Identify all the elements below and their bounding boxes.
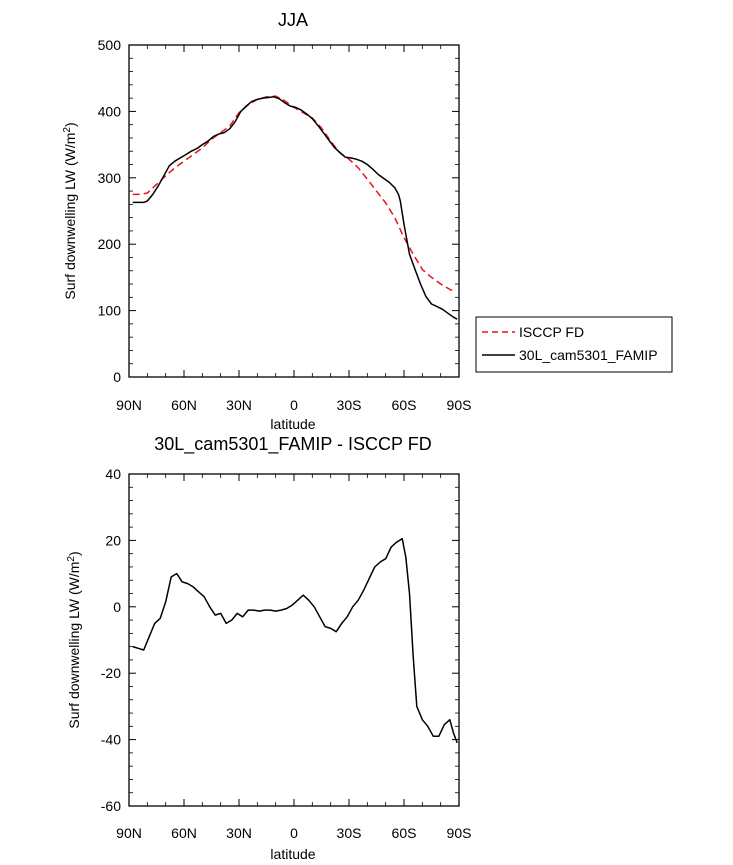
legend-box — [475, 316, 673, 373]
top-y-ticks: 0 100 200 300 400 500 — [98, 37, 459, 385]
top-panel: JJA 0 100 200 300 400 500 90N 60N 30N 0 30S 60S 90S… — [62, 10, 673, 432]
top-y-axis-label: Surf downwelling LW (W/m2) — [62, 122, 78, 299]
bottom-series-line-difference — [132, 537, 458, 744]
legend: ISCCP FD 30L_cam5301_FAMIP — [475, 316, 673, 373]
bottom-plot-frame — [128, 473, 460, 807]
top-series-line-isccp-fd — [132, 95, 456, 293]
bottom-x-tick-label: 60N — [171, 825, 197, 841]
bottom-x-axis-label: latitude — [270, 846, 315, 862]
bottom-y-tick-label: 0 — [113, 599, 121, 615]
top-x-tick-label: 0 — [290, 397, 298, 413]
bottom-x-tick-label: 90S — [447, 825, 472, 841]
top-series-line-30l-cam5301-famip — [132, 96, 458, 320]
bottom-y-ticks: -60 -40 -20 0 20 40 — [101, 466, 459, 814]
top-x-axis-label: latitude — [270, 416, 315, 432]
top-y-tick-label: 200 — [98, 236, 122, 252]
legend-label-isccp: ISCCP FD — [519, 324, 584, 340]
bottom-y-tick-label: -40 — [101, 732, 121, 748]
legend-label-cam: 30L_cam5301_FAMIP — [519, 347, 658, 363]
top-series-lines — [132, 95, 458, 320]
bottom-x-tick-label: 30S — [337, 825, 362, 841]
bottom-x-tick-label: 60S — [392, 825, 417, 841]
bottom-y-tick-label: -20 — [101, 665, 121, 681]
top-y-tick-label: 400 — [98, 103, 122, 119]
top-chart-title: JJA — [278, 10, 308, 30]
top-x-tick-label: 30S — [337, 397, 362, 413]
bottom-x-tick-label: 90N — [116, 825, 142, 841]
top-x-ticks: 90N 60N 30N 0 30S 60S 90S — [116, 45, 471, 413]
bottom-y-tick-label: -60 — [101, 798, 121, 814]
bottom-x-ticks: 90N 60N 30N 0 30S 60S 90S — [116, 474, 471, 841]
top-y-tick-label: 500 — [98, 37, 122, 53]
top-y-tick-label: 100 — [98, 303, 122, 319]
bottom-chart-title: 30L_cam5301_FAMIP - ISCCP FD — [154, 434, 431, 455]
bottom-panel: 30L_cam5301_FAMIP - ISCCP FD -60 -40 -20 0 2… — [66, 434, 471, 862]
bottom-x-tick-label: 0 — [290, 825, 298, 841]
top-y-tick-label: 0 — [113, 369, 121, 385]
top-x-tick-label: 60N — [171, 397, 197, 413]
top-y-tick-label: 300 — [98, 170, 122, 186]
top-x-tick-label: 60S — [392, 397, 417, 413]
bottom-y-axis-label: Surf downwelling LW (W/m2) — [66, 551, 82, 728]
top-plot-frame — [128, 44, 460, 378]
bottom-y-tick-label: 40 — [105, 466, 121, 482]
top-x-tick-label: 90S — [447, 397, 472, 413]
top-x-tick-label: 90N — [116, 397, 142, 413]
bottom-series-lines — [132, 537, 458, 744]
bottom-y-tick-label: 20 — [105, 532, 121, 548]
top-x-tick-label: 30N — [226, 397, 252, 413]
bottom-x-tick-label: 30N — [226, 825, 252, 841]
